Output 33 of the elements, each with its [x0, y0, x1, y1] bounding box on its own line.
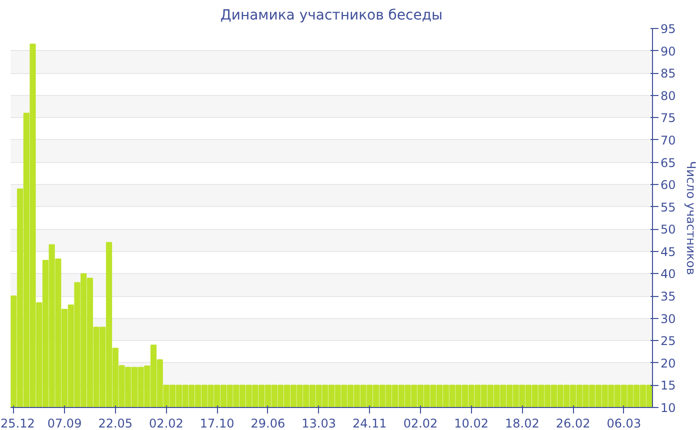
y-tick-label: 40: [660, 267, 676, 282]
y-tick-label: 25: [660, 334, 676, 348]
y-tick-label: 70: [660, 133, 676, 148]
x-tick-label: 02.02: [149, 416, 184, 430]
x-tick-label: 17.10: [200, 416, 234, 430]
y-tick-label: 45: [660, 244, 676, 259]
x-tick-label: 26.02: [556, 416, 590, 430]
chart-title: Динамика участников беседы: [220, 8, 443, 24]
x-tick-label: 07.09: [47, 416, 82, 430]
y-tick-label: 95: [660, 22, 676, 36]
y-tick-label: 80: [660, 88, 676, 103]
x-tick-label: 02.02: [403, 416, 438, 430]
y-tick-label: 55: [660, 200, 676, 214]
y-tick-label: 75: [660, 111, 676, 126]
y-tick-label: 65: [660, 156, 676, 170]
x-tick-label: 18.02: [505, 416, 540, 430]
y-tick-label: 60: [660, 178, 676, 192]
x-tick-label: 13.03: [302, 416, 336, 430]
y-tick-label: 90: [660, 44, 676, 58]
y-tick-label: 50: [660, 222, 676, 237]
y-tick-label: 20: [660, 356, 676, 370]
y-axis-title: Число участников: [684, 161, 698, 275]
x-tick-label: 22.05: [98, 416, 133, 430]
x-tick-label: 06.03: [606, 416, 642, 430]
x-tick-label: 29.06: [250, 416, 286, 430]
y-tick-label: 15: [660, 378, 676, 393]
x-tick-label: 24.11: [352, 416, 387, 430]
y-tick-label: 35: [660, 290, 676, 304]
y-tick-label: 30: [660, 312, 676, 326]
y-tick-label: 85: [660, 66, 676, 81]
x-tick-label: 10.02: [454, 416, 489, 430]
x-tick-label: 25.12: [0, 416, 35, 430]
y-tick-label: 10: [660, 401, 676, 415]
